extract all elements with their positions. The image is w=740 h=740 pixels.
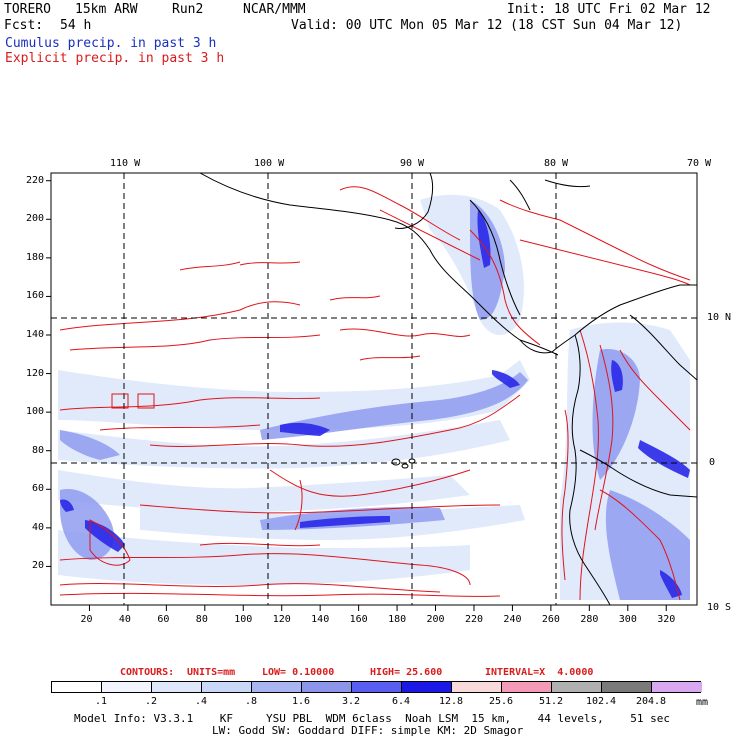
- colorbar-swatch: [302, 682, 352, 692]
- model-name: TORERO: [4, 2, 51, 17]
- x-tick-label: 20: [80, 614, 93, 625]
- colorbar-label: .4: [194, 696, 208, 707]
- precip-colorbar: [51, 681, 702, 693]
- contours-label: CONTOURS:: [120, 667, 175, 678]
- contours-high: HIGH= 25.600: [370, 667, 443, 678]
- explicit-contours: [59, 186, 691, 601]
- y-tick-label: 80: [31, 444, 44, 456]
- map-frame: [50, 172, 698, 606]
- fcst-label: Fcst:: [4, 18, 44, 33]
- x-tick-label: 40: [118, 614, 131, 625]
- y-tick-label: 140: [25, 329, 44, 340]
- x-tick-label: 60: [157, 614, 170, 625]
- y-tick-label: 220: [25, 174, 44, 186]
- lon-label-80w: 80 W: [544, 158, 569, 169]
- x-tick-label: 320: [657, 614, 676, 625]
- colorbar-label: 51.2: [538, 696, 564, 707]
- colorbar-swatch: [102, 682, 152, 692]
- lon-label-110w: 110 W: [110, 158, 141, 169]
- x-tick-label: 240: [503, 614, 522, 625]
- colorbar-swatch: [252, 682, 302, 692]
- y-tick-label: 180: [25, 251, 44, 263]
- colorbar-label: .1: [94, 696, 108, 707]
- colorbar-label: 102.4: [585, 696, 617, 707]
- init-time: Init: 18 UTC Fri 02 Mar 12: [507, 2, 711, 17]
- colorbar-label: 204.8: [635, 696, 667, 707]
- x-tick-label: 200: [426, 614, 445, 625]
- legend-cumulus: Cumulus precip. in past 3 h: [5, 36, 217, 51]
- colorbar-swatch: [552, 682, 602, 692]
- x-tick-label: 260: [541, 614, 560, 625]
- physics-info: LW: Godd SW: Goddard DIFF: simple KM: 2D…: [212, 724, 524, 737]
- x-tick-label: 160: [349, 614, 368, 625]
- colorbar-label: 12.8: [438, 696, 464, 707]
- x-tick-label: 180: [388, 614, 407, 625]
- colorbar-label: .8: [244, 696, 258, 707]
- axis-tick-marks: [46, 180, 667, 611]
- y-tick-label: 100: [25, 406, 44, 418]
- run-label: Run2: [172, 2, 204, 17]
- fcst-value: 54 h: [60, 18, 92, 33]
- colorbar-label: 3.2: [341, 696, 361, 707]
- x-tick-label: 220: [464, 614, 484, 625]
- y-tick-label: 160: [25, 290, 44, 302]
- colorbar-unit: mm: [696, 697, 709, 708]
- x-tick-label: 100: [234, 614, 253, 625]
- y-tick-label: 40: [31, 521, 44, 533]
- cumulus-dark-areas: [60, 210, 690, 598]
- colorbar-label: 6.4: [391, 696, 411, 707]
- colorbar-swatch: [602, 682, 652, 692]
- station-boxes: [111, 393, 155, 409]
- lat-label-10s: 10 S: [707, 602, 732, 613]
- org-label: NCAR/MMM: [243, 2, 306, 17]
- contours-units: UNITS=mm: [187, 667, 236, 678]
- colorbar-swatch: [452, 682, 502, 692]
- colorbar-label: 1.6: [291, 696, 311, 707]
- y-tick-label: 120: [25, 367, 44, 379]
- lon-label-70w: 70 W: [687, 158, 712, 169]
- valid-time: Valid: 00 UTC Mon 05 Mar 12 (18 CST Sun …: [291, 18, 683, 33]
- colorbar-swatch: [402, 682, 452, 692]
- x-tick-label: 140: [311, 614, 330, 625]
- colorbar-swatch: [202, 682, 252, 692]
- y-tick-label: 60: [31, 483, 44, 495]
- coastlines: [199, 173, 697, 605]
- lat-label-10n: 10 N: [707, 312, 732, 323]
- colorbar-swatch: [152, 682, 202, 692]
- colorbar-swatch: [52, 682, 102, 692]
- x-tick-label: 280: [580, 614, 599, 625]
- lat-label-0: 0: [709, 457, 716, 468]
- x-tick-label: 80: [195, 614, 208, 625]
- colorbar-swatch: [352, 682, 402, 692]
- colorbar-label: 25.6: [488, 696, 514, 707]
- lon-label-100w: 100 W: [254, 158, 285, 169]
- lon-label-90w: 90 W: [400, 158, 425, 169]
- x-tick-label: 300: [618, 614, 637, 625]
- model-info: Model Info: V3.3.1 KF YSU PBL WDM 6class…: [74, 712, 671, 725]
- y-tick-label: 20: [31, 560, 44, 572]
- y-tick-label: 200: [25, 213, 44, 225]
- colorbar-label: .2: [144, 696, 158, 707]
- legend-explicit: Explicit precip. in past 3 h: [5, 51, 225, 66]
- colorbar-swatch: [652, 682, 702, 692]
- contours-low: LOW= 0.10000: [262, 667, 335, 678]
- contours-interval: INTERVAL=X 4.0000: [485, 667, 594, 678]
- resolution-label: 15km ARW: [75, 2, 138, 17]
- colorbar-swatch: [502, 682, 552, 692]
- x-tick-label: 120: [272, 614, 291, 625]
- lat-lon-grid: [51, 173, 697, 605]
